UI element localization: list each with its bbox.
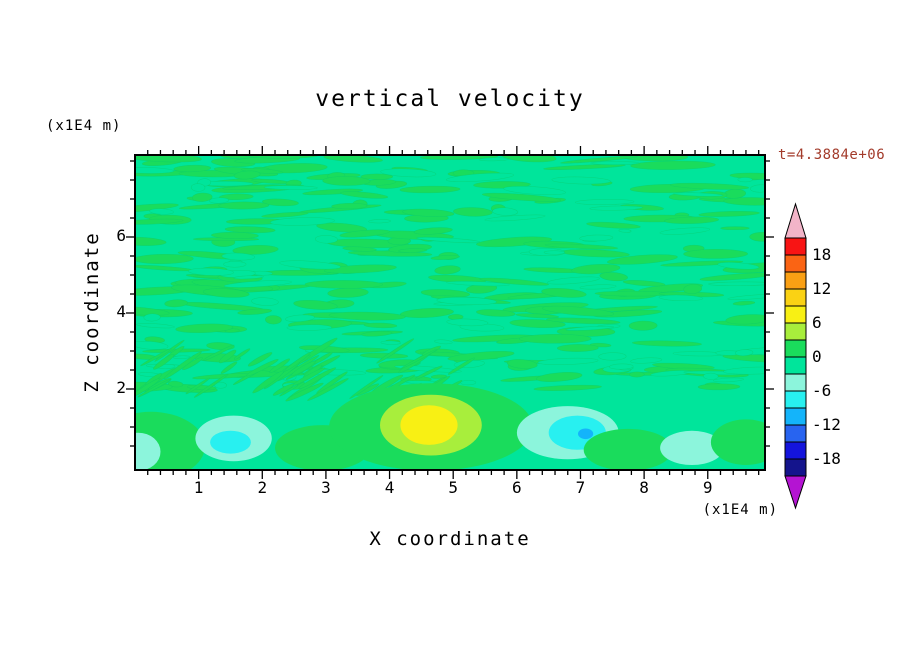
x-tick-label: 9 [702, 478, 713, 497]
x-axis-unit-label: (x1E4 m) [702, 502, 778, 518]
y-tick-label: 2 [116, 378, 126, 397]
chart-title: vertical velocity [315, 86, 585, 112]
y-tick-label: 6 [116, 226, 126, 245]
contour-field [135, 155, 765, 470]
colorbar-label: 18 [812, 245, 832, 264]
y-axis-unit-label: (x1E4 m) [46, 118, 122, 134]
x-tick-label: 5 [448, 478, 458, 497]
time-annotation: t=4.3884e+06 [778, 147, 886, 163]
x-tick-label: 8 [639, 478, 649, 497]
x-tick-label: 2 [257, 478, 268, 497]
x-tick-label: 7 [575, 478, 586, 497]
x-tick-label: 6 [512, 478, 522, 497]
x-tick-label: 4 [384, 478, 395, 497]
colorbar-label: 0 [812, 347, 822, 366]
colorbar-label: 6 [812, 313, 822, 332]
colorbar-label: -6 [812, 381, 832, 400]
y-tick-label: 4 [116, 302, 126, 321]
x-tick-label: 3 [321, 478, 331, 497]
y-axis-title: Z coordinate [81, 231, 103, 393]
colorbar [784, 202, 807, 510]
x-tick-label: 1 [193, 478, 204, 497]
colorbar-label: -18 [812, 449, 841, 468]
colorbar-label: -12 [812, 415, 841, 434]
colorbar-label: 12 [812, 279, 832, 298]
x-axis-title: X coordinate [369, 528, 531, 550]
